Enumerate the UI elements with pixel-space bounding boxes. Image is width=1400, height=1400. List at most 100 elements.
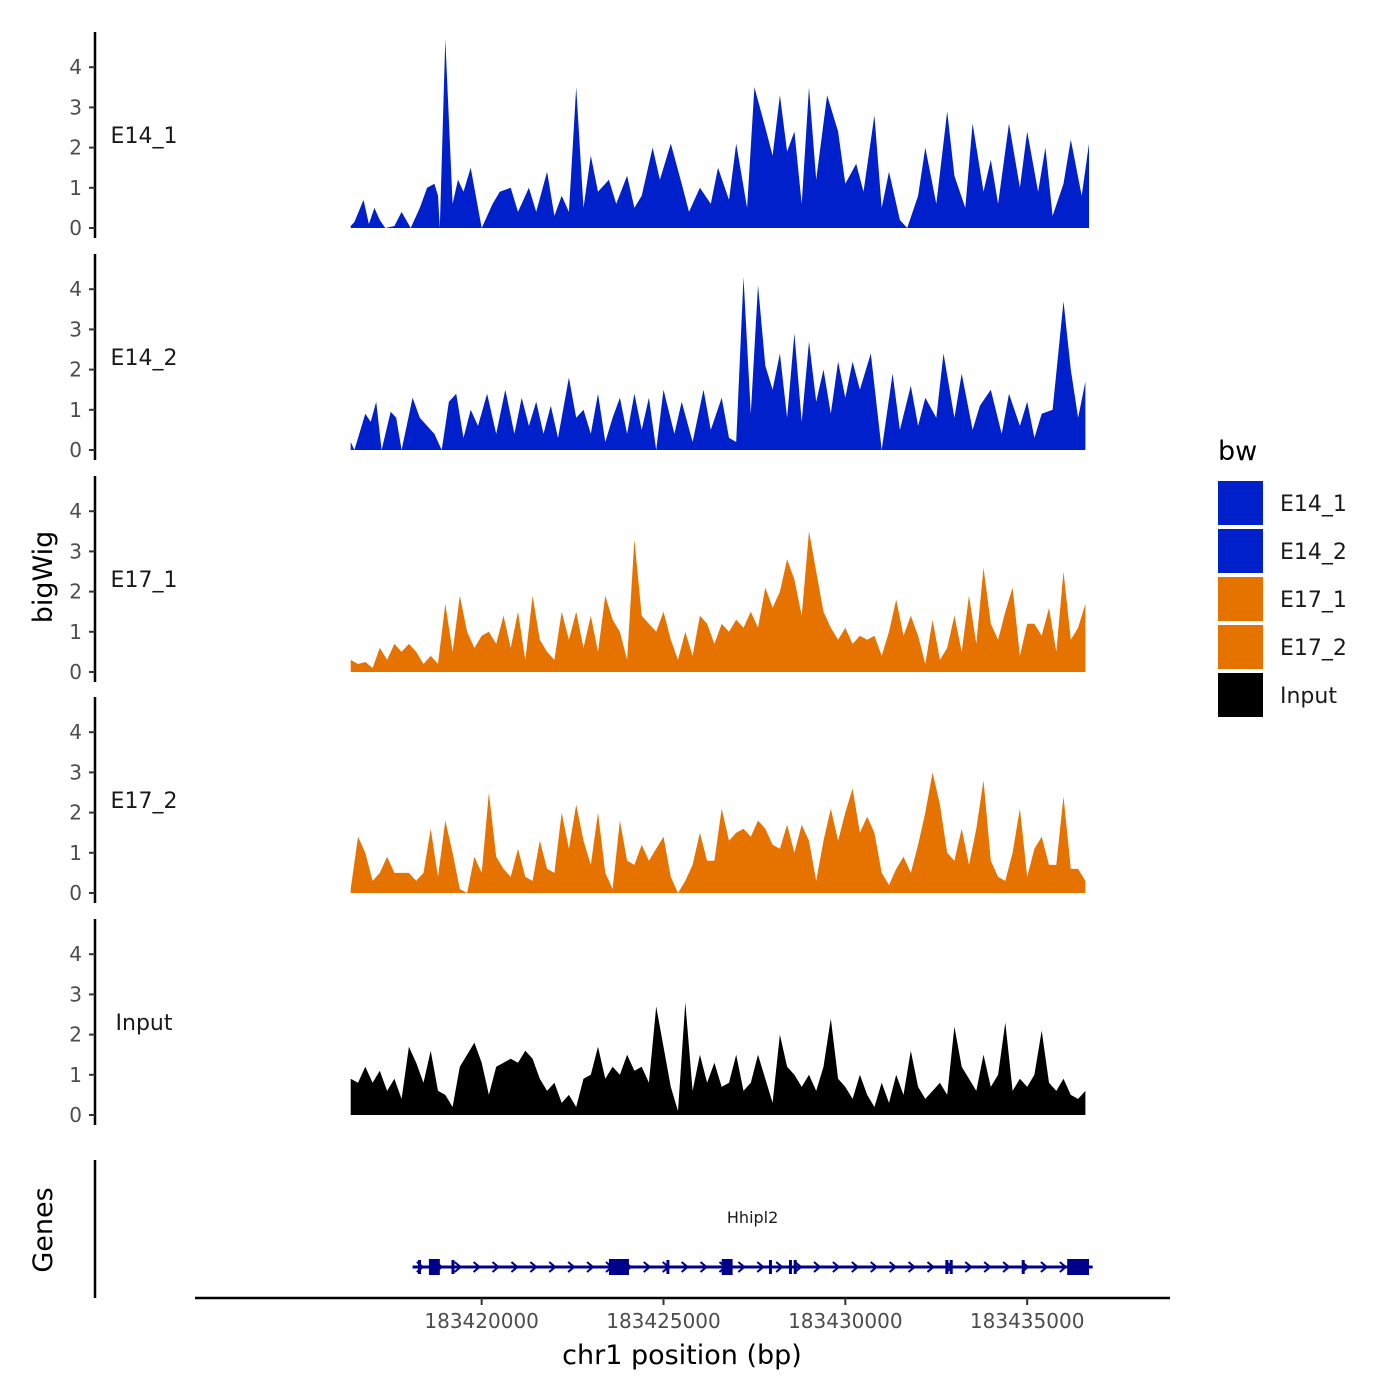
legend-swatch-E17_1 [1218, 577, 1263, 621]
y-tick-label: 2 [69, 136, 82, 160]
x-tick-label: 183420000 [424, 1309, 539, 1333]
gene-exon [1067, 1259, 1089, 1275]
strand-arrow [586, 1261, 595, 1273]
legend-label-E17_1: E17_1 [1280, 588, 1347, 613]
signal-area-Input [350, 1002, 1086, 1115]
gene-exon [949, 1260, 953, 1274]
gene-exon [793, 1260, 797, 1274]
strand-arrow [567, 1261, 576, 1273]
strand-arrow [510, 1261, 519, 1273]
strand-arrow [1059, 1261, 1068, 1273]
y-tick-label: 1 [69, 176, 82, 200]
track-E14_2: 0 1 2 3 4 E14_2 [69, 254, 1086, 462]
x-tick-label: 183425000 [606, 1309, 721, 1333]
strand-arrow [643, 1261, 652, 1273]
gene-exon [451, 1260, 455, 1274]
track-label-E17_1: E17_1 [111, 568, 178, 593]
y-tick-label: 4 [69, 499, 82, 523]
y-tick-label: 0 [69, 881, 82, 905]
gene-exon [428, 1259, 440, 1275]
y-tick-label: 2 [69, 580, 82, 604]
legend-swatch-E14_1 [1218, 481, 1263, 525]
y-tick-label: 4 [69, 942, 82, 966]
y-tick-label: 4 [69, 55, 82, 79]
y-tick-label: 1 [69, 1063, 82, 1087]
strand-arrow [491, 1261, 501, 1273]
y-tick-label: 2 [69, 358, 82, 382]
strand-arrow [699, 1261, 709, 1273]
strand-arrow [926, 1261, 935, 1273]
track-label-E14_2: E14_2 [111, 346, 178, 371]
track-label-E14_1: E14_1 [111, 124, 178, 149]
strand-arrow [1040, 1261, 1049, 1273]
y-tick-label: 0 [69, 438, 82, 462]
y-tick-label: 0 [69, 216, 82, 240]
strand-arrow [737, 1261, 746, 1273]
strand-arrow [756, 1261, 765, 1273]
strand-arrow [964, 1261, 973, 1273]
strand-arrow [1002, 1261, 1011, 1273]
legend-title: bw [1218, 436, 1257, 467]
strand-arrow [472, 1261, 482, 1273]
strand-arrow [775, 1261, 784, 1273]
gene-name-label: Hhipl2 [727, 1208, 778, 1227]
y-tick-label: 3 [69, 539, 82, 563]
signal-area-E14_2 [350, 277, 1086, 450]
strand-arrow [851, 1261, 860, 1273]
legend-swatch-Input [1218, 673, 1263, 717]
y-tick-label: 3 [69, 317, 82, 341]
signal-tracks: 0 1 2 3 4 E14_1 0 1 2 3 4 E14_2 0 1 2 3 4 E17_1 0 1 2 3 4 E17_2… [69, 32, 1089, 1127]
legend: bw E14_1 E14_2 E17_1 E17_2 Input [1218, 436, 1347, 717]
y-tick-label: 3 [69, 95, 82, 119]
y-axis-title: bigWig [28, 531, 59, 624]
legend-label-E14_2: E14_2 [1280, 540, 1347, 565]
legend-label-E14_1: E14_1 [1280, 492, 1347, 517]
gene-exon [1021, 1260, 1025, 1274]
track-E14_1: 0 1 2 3 4 E14_1 [69, 32, 1089, 240]
x-tick-label: 183430000 [788, 1309, 903, 1333]
track-E17_1: 0 1 2 3 4 E17_1 [69, 476, 1086, 684]
strand-arrow [454, 1261, 463, 1273]
signal-area-E17_1 [350, 531, 1086, 672]
track-label-E17_2: E17_2 [111, 789, 178, 814]
legend-label-E17_2: E17_2 [1280, 636, 1347, 661]
genes-panel: Hhipl2 [93, 1160, 1093, 1298]
signal-area-E14_1 [350, 39, 1089, 228]
y-tick-label: 2 [69, 801, 82, 825]
x-axis: 183420000 183425000 183430000 183435000 [195, 1296, 1170, 1333]
track-Input: 0 1 2 3 4 Input [69, 919, 1086, 1127]
y-tick-label: 1 [69, 398, 82, 422]
y-tick-label: 0 [69, 1103, 82, 1127]
y-tick-label: 3 [69, 760, 82, 784]
y-tick-label: 1 [69, 841, 82, 865]
legend-label-Input: Input [1280, 684, 1337, 709]
strand-arrow [832, 1261, 841, 1273]
x-axis-title: chr1 position (bp) [562, 1340, 802, 1371]
strand-arrow [680, 1261, 690, 1273]
y-tick-label: 1 [69, 620, 82, 644]
track-E17_2: 0 1 2 3 4 E17_2 [69, 697, 1086, 905]
y-tick-label: 0 [69, 660, 82, 684]
gene-exon [721, 1259, 733, 1275]
y-tick-label: 4 [69, 277, 82, 301]
y-tick-label: 3 [69, 982, 82, 1006]
strand-arrow [794, 1261, 803, 1273]
gene-exon [608, 1259, 629, 1275]
gene-exon [788, 1260, 792, 1274]
x-tick-label: 183435000 [970, 1309, 1085, 1333]
gene-exon [945, 1260, 949, 1274]
y-tick-label: 4 [69, 720, 82, 744]
strand-arrow [870, 1261, 879, 1273]
strand-arrow [529, 1261, 538, 1273]
strand-arrow [548, 1261, 557, 1273]
gene-exon [768, 1260, 772, 1274]
gene-exon [418, 1260, 422, 1274]
strand-arrow [907, 1261, 917, 1273]
genes-axis-title: Genes [28, 1187, 59, 1272]
legend-swatch-E17_2 [1218, 625, 1263, 669]
strand-arrow [888, 1261, 898, 1273]
strand-arrow [983, 1261, 992, 1273]
y-tick-label: 2 [69, 1023, 82, 1047]
legend-swatch-E14_2 [1218, 529, 1263, 573]
